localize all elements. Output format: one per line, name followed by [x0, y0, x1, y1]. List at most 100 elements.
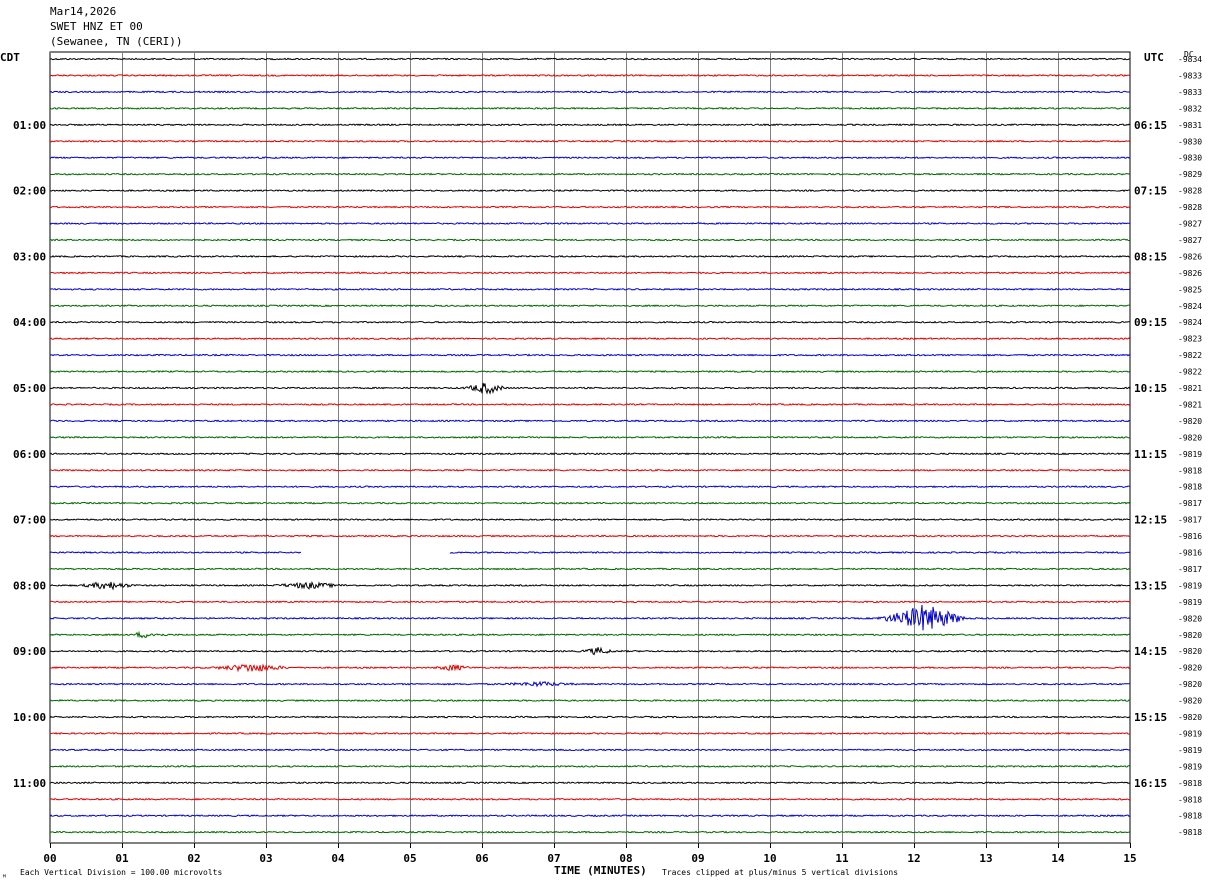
trace-line [49, 123, 1131, 127]
x-tick-label: 04 [331, 852, 345, 865]
dc-offset-label: -9820 [1178, 647, 1202, 656]
x-tick-label: 10 [763, 852, 776, 865]
x-tick-label: 03 [259, 852, 272, 865]
dc-offset-label: -9834 [1178, 55, 1202, 64]
trace-line [49, 797, 1131, 801]
trace-line [49, 287, 1131, 291]
trace-line [49, 254, 1131, 258]
trace-line [49, 139, 1131, 143]
trace-line [49, 304, 1131, 308]
grid-lines [49, 51, 1131, 844]
dc-offset-label: -9820 [1178, 614, 1202, 623]
dc-offset-label: -9818 [1178, 779, 1202, 788]
trace-line [49, 90, 1131, 94]
right-hour-label: 14:15 [1134, 645, 1167, 658]
plot-frame [49, 51, 1131, 844]
trace-line [49, 663, 1131, 673]
x-axis-label: TIME (MINUTES) [554, 864, 647, 877]
trace-line [49, 238, 1131, 242]
header-location: (Sewanee, TN (CERI)) [50, 35, 183, 48]
x-tick-label: 12 [907, 852, 920, 865]
trace-line [49, 814, 1131, 818]
dc-offset-label: -9816 [1178, 549, 1202, 558]
dc-offset-label: -9829 [1178, 170, 1202, 179]
dc-offset-label: -9828 [1178, 203, 1202, 212]
dc-offset-labels: -9834 -9833 -9833 -9832 -9831 -9830 -9830 -9829… [1178, 55, 1202, 837]
dc-offset-label: -9831 [1178, 121, 1202, 130]
dc-offset-label: -9823 [1178, 335, 1202, 344]
trace-line [49, 205, 1131, 209]
header-station: SWET HNZ ET 00 [50, 20, 143, 33]
left-hour-label: 04:00 [13, 316, 46, 329]
trace-line [49, 189, 1131, 193]
trace-group [49, 57, 1131, 834]
left-hour-label: 03:00 [13, 250, 46, 263]
trace-line [49, 57, 1131, 61]
right-timezone-label: UTC [1144, 51, 1164, 64]
dc-offset-label: -9830 [1178, 154, 1202, 163]
dc-offset-label: -9817 [1178, 516, 1202, 525]
dc-offset-label: -9827 [1178, 236, 1202, 245]
right-hour-label: 08:15 [1134, 250, 1167, 263]
trace-line [49, 630, 1131, 639]
dc-offset-label: -9825 [1178, 285, 1202, 294]
right-hour-labels: 06:15 07:15 08:15 09:15 10:15 11:15 12:15 13:15… [1134, 119, 1167, 790]
trace-line [49, 468, 1131, 472]
dc-offset-label: -9822 [1178, 368, 1202, 377]
dc-offset-label: -9828 [1178, 187, 1202, 196]
dc-offset-label: -9820 [1178, 417, 1202, 426]
dc-offset-label: -9826 [1178, 269, 1202, 278]
trace-line [49, 271, 1131, 275]
x-tick-label: 00 [43, 852, 56, 865]
dc-offset-label: -9821 [1178, 384, 1202, 393]
header-date: Mar14,2026 [50, 5, 117, 18]
trace-line [49, 156, 1131, 160]
left-hour-label: 11:00 [13, 777, 46, 790]
trace-line [49, 452, 1131, 456]
right-hour-label: 13:15 [1134, 579, 1167, 592]
trace-line [49, 320, 1131, 324]
x-tick-label: 09 [691, 852, 704, 865]
right-hour-label: 07:15 [1134, 185, 1167, 198]
trace-line [49, 830, 1131, 834]
trace-line [49, 580, 1131, 591]
trace-line [49, 370, 1131, 374]
trace-line [49, 222, 1131, 225]
trace-line [49, 764, 1131, 768]
trace-line [49, 567, 1131, 571]
trace-line [49, 382, 1131, 395]
dc-offset-label: -9821 [1178, 400, 1202, 409]
dc-offset-label: -9822 [1178, 351, 1202, 360]
x-tick-label: 06 [475, 852, 489, 865]
right-hour-label: 15:15 [1134, 711, 1167, 724]
x-tick-label: 15 [1123, 852, 1136, 865]
dc-offset-label: -9832 [1178, 104, 1202, 113]
x-tick-label: 05 [403, 852, 416, 865]
dc-offset-label: -9820 [1178, 697, 1202, 706]
trace-line [49, 485, 1131, 489]
dc-offset-label: -9819 [1178, 581, 1202, 590]
dc-offset-label: -9819 [1178, 746, 1202, 755]
dc-offset-label: -9818 [1178, 812, 1202, 821]
dc-header: DC [1184, 50, 1194, 59]
right-hour-label: 16:15 [1134, 777, 1167, 790]
x-tick-label: 07 [547, 852, 560, 865]
left-timezone-label: CDT [0, 51, 20, 64]
scale-note: Each Vertical Division = 100.00 microvol… [20, 868, 222, 877]
dc-offset-label: -9819 [1178, 450, 1202, 459]
left-hour-label: 08:00 [13, 579, 46, 592]
dc-offset-label: -9818 [1178, 466, 1202, 475]
dc-offset-label: -9819 [1178, 729, 1202, 738]
x-tick-label: 01 [115, 852, 129, 865]
left-hour-label: 05:00 [13, 382, 46, 395]
right-hour-label: 09:15 [1134, 316, 1167, 329]
trace-line [49, 604, 1131, 631]
trace-line [49, 534, 1131, 538]
dc-offset-label: -9820 [1178, 680, 1202, 689]
dc-offset-label: -9826 [1178, 252, 1202, 261]
dc-offset-label: -9824 [1178, 318, 1202, 327]
dc-offset-label: -9816 [1178, 532, 1202, 541]
dc-offset-label: -9827 [1178, 220, 1202, 229]
x-tick-label: 08 [619, 852, 632, 865]
dc-offset-label: -9818 [1178, 828, 1202, 837]
